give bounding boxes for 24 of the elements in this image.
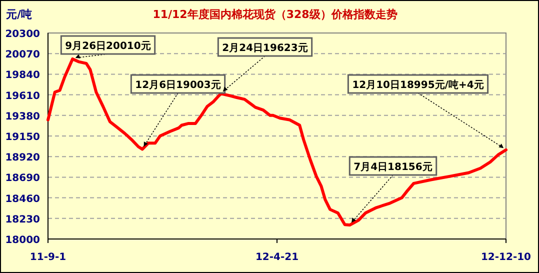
annotation: 7月4日18156元 bbox=[348, 156, 438, 224]
y-tick-label: 18690 bbox=[5, 173, 40, 184]
y-tick-label: 18920 bbox=[5, 152, 40, 164]
y-tick-label: 20300 bbox=[5, 29, 40, 40]
y-tick-label: 18460 bbox=[5, 194, 40, 205]
annotation: 12月10日18995元/吨+4元 bbox=[352, 79, 484, 91]
annotation: 2月24日19623元 bbox=[222, 42, 308, 54]
y-tick-label: 19150 bbox=[5, 132, 40, 143]
x-tick-label: 11-9-1 bbox=[30, 252, 66, 263]
annotation: 7月4日18156元 bbox=[354, 161, 432, 173]
y-tick-label: 18230 bbox=[5, 214, 40, 226]
y-tick-label: 19840 bbox=[5, 70, 40, 82]
y-tick-label: 19380 bbox=[5, 111, 40, 122]
annotation: 9月26日20010元 bbox=[65, 40, 151, 52]
line-series bbox=[46, 57, 508, 227]
annotation: 9月26日20010元 bbox=[60, 35, 156, 58]
x-tick-label: 12-12-10 bbox=[480, 252, 532, 263]
y-tick-label: 19610 bbox=[5, 90, 40, 102]
y-axis-title: 元/吨 bbox=[5, 8, 32, 21]
y-tick-label: 18000 bbox=[5, 235, 40, 246]
chart-title: 11/12年度国内棉花现货（328级）价格指数走势 bbox=[152, 8, 398, 21]
x-tick-label: 12-4-21 bbox=[255, 252, 299, 263]
y-tick-label: 20070 bbox=[5, 50, 40, 61]
annotation: 12月10日18995元/吨+4元 bbox=[347, 74, 504, 148]
